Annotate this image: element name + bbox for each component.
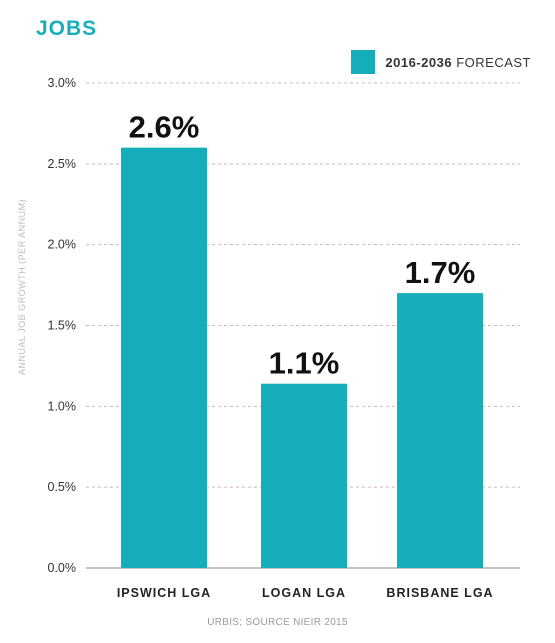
legend-swatch bbox=[351, 50, 376, 74]
legend: 2016-2036 FORECAST bbox=[351, 50, 531, 74]
x-tick-label: IPSWICH LGA bbox=[117, 586, 211, 600]
y-tick-label: 1.5% bbox=[48, 319, 77, 333]
chart-title: JOBS bbox=[36, 17, 98, 40]
y-tick-label: 2.5% bbox=[48, 157, 77, 171]
y-tick-label: 0.0% bbox=[48, 561, 77, 575]
x-tick-label: BRISBANE LGA bbox=[386, 586, 493, 600]
y-tick-label: 1.0% bbox=[48, 399, 77, 413]
data-label: 1.1% bbox=[269, 346, 340, 381]
y-tick-label: 2.0% bbox=[48, 238, 77, 252]
y-tick-label: 3.0% bbox=[48, 76, 77, 90]
data-label: 1.7% bbox=[405, 255, 476, 290]
bar bbox=[121, 147, 207, 568]
legend-label: 2016-2036 FORECAST bbox=[385, 54, 531, 70]
source-note: URBIS; SOURCE NIEIR 2015 bbox=[207, 617, 348, 628]
bar bbox=[397, 293, 483, 568]
bar bbox=[261, 383, 347, 568]
x-tick-label: LOGAN LGA bbox=[262, 586, 346, 600]
y-tick-label: 0.5% bbox=[48, 480, 77, 494]
data-label: 2.6% bbox=[129, 110, 200, 145]
